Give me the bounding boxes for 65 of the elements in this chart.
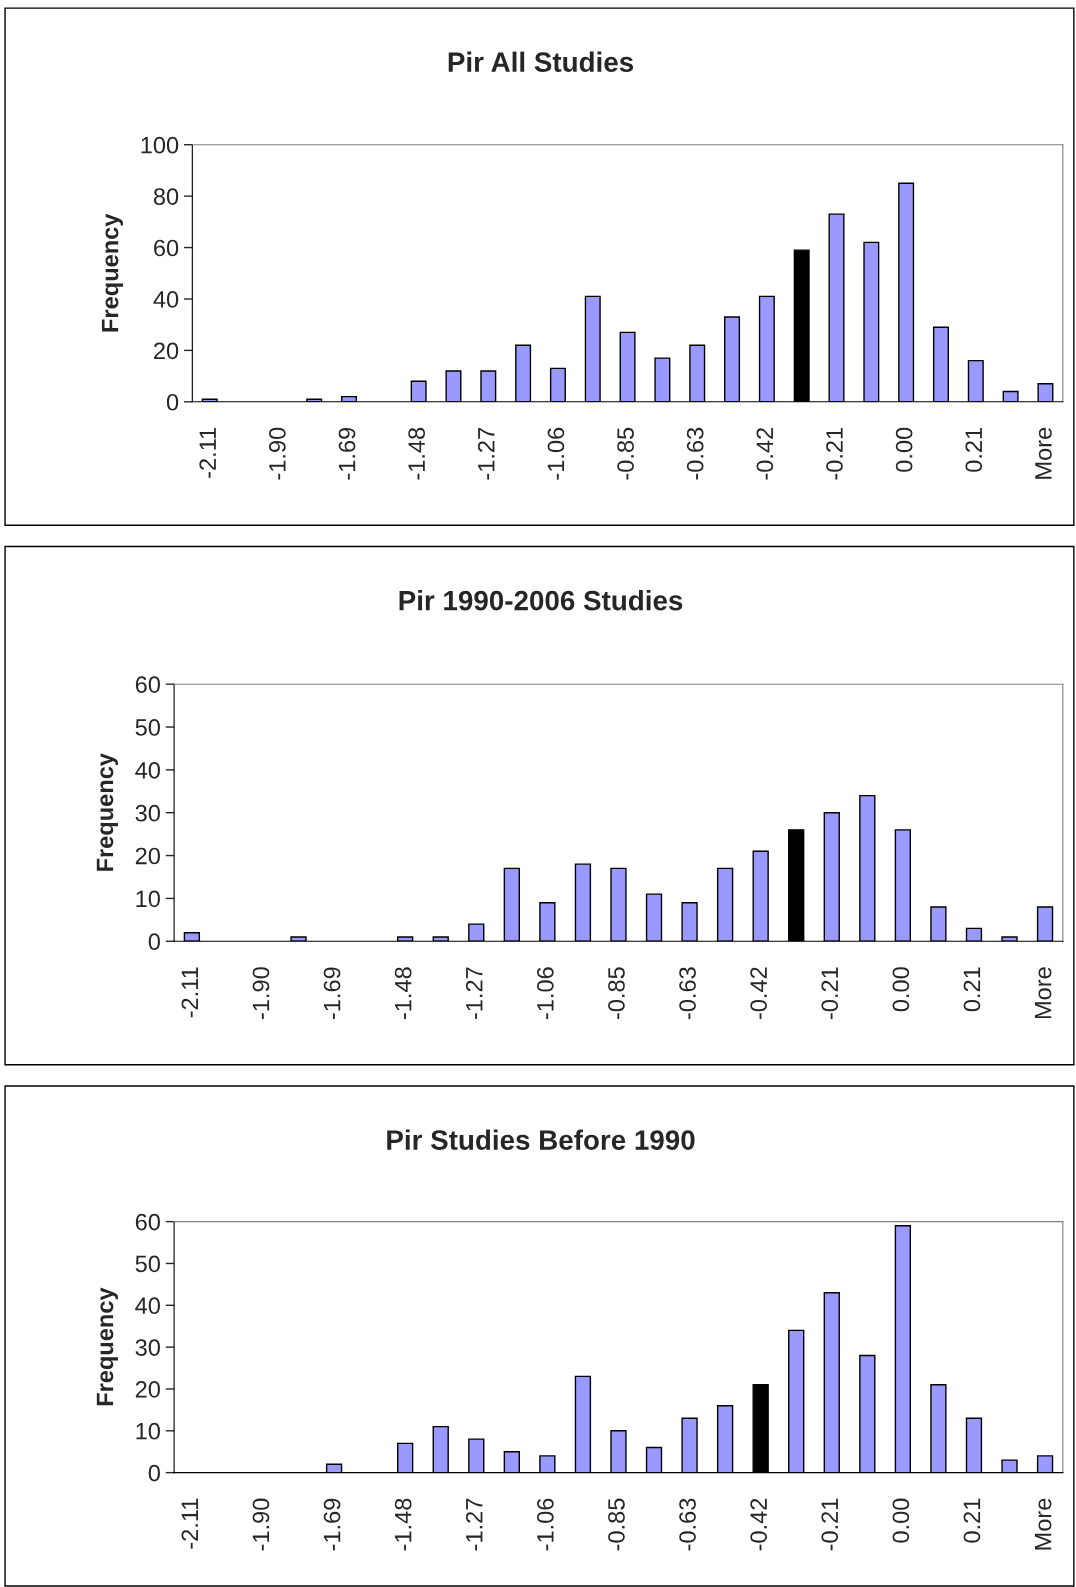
y-tick-label: 60 — [154, 239, 179, 257]
y-tick-label: 30 — [135, 804, 160, 822]
x-tick-label: -1.90 — [252, 1498, 270, 1551]
x-tick-label: 0.21 — [965, 427, 983, 472]
x-tick-label: -1.06 — [536, 967, 554, 1020]
y-tick-label: 0 — [166, 393, 179, 411]
x-tick-label: -1.48 — [394, 967, 412, 1020]
chart-title: Pir 1990-2006 Studies — [399, 590, 683, 611]
y-tick-label: 80 — [153, 188, 179, 205]
y-tick-label: 10 — [136, 1422, 160, 1440]
y-tick-label: 0 — [148, 933, 160, 951]
x-tick-label: -1.90 — [252, 967, 270, 1020]
y-tick-label: 60 — [135, 1213, 160, 1231]
x-tick-label: -2.11 — [199, 427, 216, 478]
x-tick-label: -2.11 — [181, 967, 198, 1018]
y-tick-label: 10 — [136, 890, 160, 908]
x-tick-label: -1.06 — [547, 427, 565, 480]
y-axis-title: Frequency — [96, 1287, 118, 1406]
x-tick-label: -0.85 — [608, 967, 625, 1020]
y-tick-label: 30 — [135, 1339, 160, 1356]
y-tick-label: 20 — [154, 342, 179, 360]
x-tick-label: -1.27 — [477, 427, 495, 480]
x-tick-label: -0.63 — [686, 427, 704, 480]
y-tick-label: 50 — [135, 1255, 160, 1273]
y-tick-label: 100 — [141, 136, 179, 154]
y-tick-label: 20 — [135, 847, 160, 865]
x-tick-label: -1.69 — [323, 967, 341, 1020]
chart-title: Pir Studies Before 1990 — [387, 1129, 695, 1150]
y-tick-label: 40 — [153, 291, 179, 308]
y-tick-label: 60 — [135, 676, 160, 693]
x-tick-label: -1.69 — [338, 427, 356, 480]
y-axis-title: Frequency — [96, 753, 118, 871]
x-tick-label: -2.11 — [181, 1498, 198, 1549]
chart-title: Pir All Studies — [448, 51, 634, 73]
x-tick-label: 0.21 — [963, 1498, 981, 1543]
y-tick-label: 0 — [148, 1464, 160, 1482]
x-tick-label: -1.06 — [536, 1498, 554, 1551]
x-tick-label: More — [1034, 1498, 1052, 1550]
x-tick-label: -1.48 — [408, 427, 425, 480]
x-tick-label: -0.85 — [617, 427, 634, 480]
x-tick-label: -1.69 — [323, 1498, 341, 1551]
x-tick-label: -0.42 — [756, 427, 774, 480]
x-tick-label: 0.00 — [892, 967, 910, 1012]
y-axis-title: Frequency — [101, 213, 124, 332]
x-tick-label: -0.42 — [750, 967, 768, 1020]
y-tick-label: 40 — [135, 1297, 160, 1315]
y-tick-label: 50 — [135, 719, 160, 736]
x-tick-label: -1.48 — [394, 1498, 412, 1551]
y-tick-label: 40 — [135, 761, 160, 779]
y-tick-label: 20 — [135, 1381, 160, 1398]
x-tick-label: 0.21 — [963, 967, 981, 1012]
x-tick-label: -0.21 — [821, 1498, 839, 1551]
x-tick-label: -1.27 — [465, 967, 483, 1020]
x-tick-label: -0.63 — [679, 1498, 696, 1551]
x-tick-label: -0.63 — [679, 967, 696, 1020]
x-tick-label: -1.27 — [465, 1498, 483, 1551]
x-tick-label: More — [1034, 967, 1052, 1019]
x-tick-label: 0.00 — [892, 1498, 910, 1543]
x-tick-label: -0.21 — [821, 967, 839, 1020]
x-tick-label: -0.21 — [826, 427, 843, 480]
x-tick-label: More — [1035, 427, 1052, 479]
x-tick-label: 0.00 — [895, 427, 913, 472]
x-tick-label: -0.85 — [608, 1498, 625, 1551]
x-tick-label: -0.42 — [750, 1498, 768, 1551]
x-tick-label: -1.90 — [268, 427, 286, 480]
